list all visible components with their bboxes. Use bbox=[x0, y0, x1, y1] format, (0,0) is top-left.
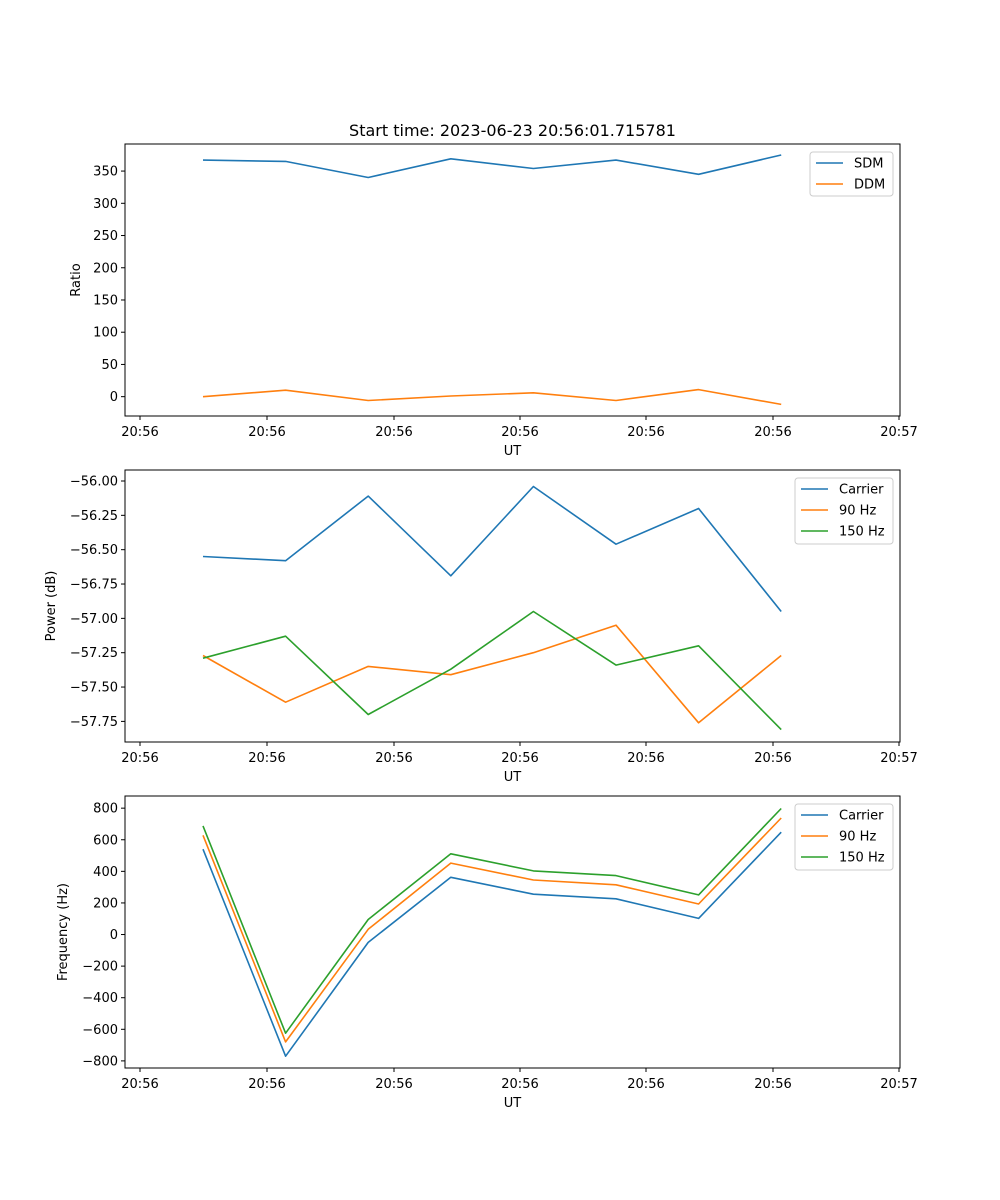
chart-panel-1: Start time: 2023-06-23 20:56:01.715781 0 5… bbox=[69, 121, 918, 459]
legend-box bbox=[794, 803, 894, 871]
y-tick-label: −800 bbox=[82, 1054, 118, 1069]
y-tick-label: 200 bbox=[93, 261, 118, 276]
x-tick-label: 20:56 bbox=[375, 1077, 412, 1092]
x-tick-label: 20:56 bbox=[248, 1077, 285, 1092]
legend-box bbox=[794, 477, 894, 545]
y-tick-label: −56.25 bbox=[70, 509, 118, 524]
y-tick-label: −400 bbox=[82, 991, 118, 1006]
legend-entry: Carrier bbox=[839, 483, 884, 498]
legend: Carrier 90 Hz 150 Hz bbox=[794, 477, 894, 545]
x-axis-label: UT bbox=[504, 444, 522, 459]
chart-panel-2: −56.00 −56.25 −56.50 −56.75 −57.00 −57.25 −57.… bbox=[44, 469, 918, 785]
y-tick-label: 400 bbox=[93, 865, 118, 880]
chart-title: Start time: 2023-06-23 20:56:01.715781 bbox=[349, 121, 676, 140]
x-tick-label: 20:56 bbox=[375, 751, 412, 766]
legend-entry: 90 Hz bbox=[839, 504, 876, 519]
y-tick-label: 800 bbox=[93, 802, 118, 817]
x-tick-label: 20:56 bbox=[627, 1077, 664, 1092]
y-axis-label: Ratio bbox=[69, 263, 84, 296]
legend-entry: 90 Hz bbox=[839, 830, 876, 845]
y-tick-label: −200 bbox=[82, 960, 118, 975]
x-tick-label: 20:56 bbox=[501, 425, 538, 440]
legend: Carrier 90 Hz 150 Hz bbox=[794, 803, 894, 871]
x-tick-label: 20:56 bbox=[248, 751, 285, 766]
y-axis-label: Power (dB) bbox=[44, 571, 59, 642]
x-tick-label: 20:56 bbox=[627, 751, 664, 766]
y-tick-label: 0 bbox=[110, 390, 118, 405]
x-tick-label: 20:57 bbox=[880, 425, 917, 440]
y-tick-label: −57.75 bbox=[70, 715, 118, 730]
y-tick-label: −56.75 bbox=[70, 578, 118, 593]
series-line-carrier bbox=[202, 831, 782, 1057]
y-tick-label: 600 bbox=[93, 833, 118, 848]
legend: SDM DDM bbox=[809, 151, 894, 197]
x-tick-label: 20:56 bbox=[501, 1077, 538, 1092]
legend-entry: Carrier bbox=[839, 809, 884, 824]
y-tick-label: 50 bbox=[101, 358, 118, 373]
series-line-ddm bbox=[202, 388, 782, 406]
y-tick-label: 300 bbox=[93, 197, 118, 212]
series-line-150-hz bbox=[202, 610, 782, 731]
series-line-90-hz bbox=[202, 817, 782, 1043]
x-tick-label: 20:56 bbox=[627, 425, 664, 440]
legend-entry: SDM bbox=[854, 157, 883, 172]
y-tick-label: −56.50 bbox=[70, 543, 118, 558]
y-tick-label: 350 bbox=[93, 165, 118, 180]
y-tick-label: −56.00 bbox=[70, 474, 118, 489]
y-tick-label: −57.50 bbox=[70, 681, 118, 696]
y-tick-label: 100 bbox=[93, 326, 118, 341]
x-tick-label: 20:56 bbox=[754, 1077, 791, 1092]
x-tick-label: 20:57 bbox=[880, 1077, 917, 1092]
x-tick-label: 20:56 bbox=[501, 751, 538, 766]
x-tick-label: 20:56 bbox=[121, 425, 158, 440]
y-tick-label: −600 bbox=[82, 1023, 118, 1038]
x-tick-label: 20:56 bbox=[754, 425, 791, 440]
legend-entry: 150 Hz bbox=[839, 525, 885, 540]
x-tick-label: 20:56 bbox=[121, 1077, 158, 1092]
legend-entry: 150 Hz bbox=[839, 851, 885, 866]
y-tick-label: 200 bbox=[93, 896, 118, 911]
axes-frame bbox=[124, 469, 901, 743]
y-tick-label: 150 bbox=[93, 293, 118, 308]
x-tick-label: 20:56 bbox=[754, 751, 791, 766]
axes-frame bbox=[124, 143, 901, 417]
y-tick-label: 250 bbox=[93, 229, 118, 244]
legend-entry: DDM bbox=[854, 178, 885, 193]
axes-frame bbox=[124, 795, 901, 1069]
y-axis-label: Frequency (Hz) bbox=[56, 883, 71, 981]
series-line-90-hz bbox=[202, 624, 782, 724]
x-axis-label: UT bbox=[504, 1096, 522, 1111]
x-axis-label: UT bbox=[504, 770, 522, 785]
series-line-carrier bbox=[202, 485, 782, 613]
series-line-sdm bbox=[202, 154, 782, 179]
x-tick-label: 20:56 bbox=[121, 751, 158, 766]
y-tick-label: 0 bbox=[110, 928, 118, 943]
y-tick-label: −57.00 bbox=[70, 612, 118, 627]
series-line-150-hz bbox=[202, 807, 782, 1034]
x-tick-label: 20:57 bbox=[880, 751, 917, 766]
x-tick-label: 20:56 bbox=[248, 425, 285, 440]
x-tick-label: 20:56 bbox=[375, 425, 412, 440]
y-tick-label: −57.25 bbox=[70, 646, 118, 661]
